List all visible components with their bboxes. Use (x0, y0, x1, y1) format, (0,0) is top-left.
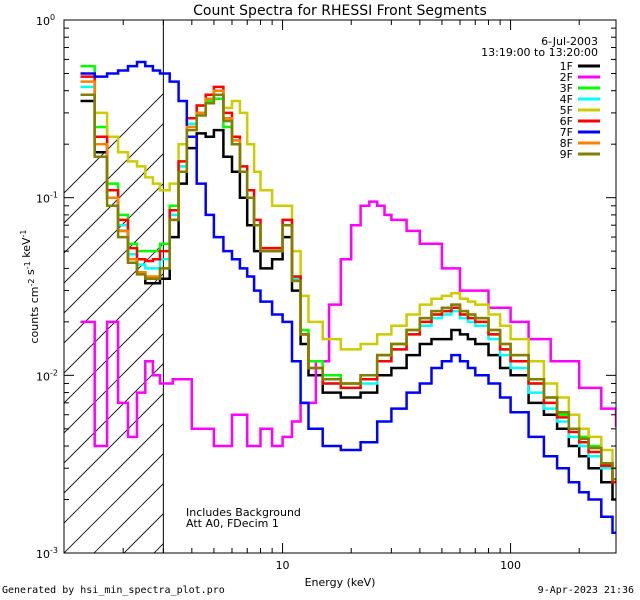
x-tick-label: 100 (500, 559, 521, 572)
legend-label-7F: 7F (560, 126, 573, 139)
y-tick-label: 10-3 (36, 546, 58, 561)
legend-label-1F: 1F (560, 60, 573, 73)
series-layer (80, 60, 616, 535)
legend-label-4F: 4F (560, 93, 573, 106)
y-axis-label-text: counts cm-2 s-1 keV-1 (19, 230, 41, 344)
time-range-label: 13:19:00 to 13:20:00 (481, 46, 598, 59)
series-line-4F (80, 85, 616, 484)
x-axis-label: Energy (keV) (305, 576, 376, 589)
series-line-1F (80, 99, 616, 501)
annotation-background: Includes Background (186, 506, 301, 519)
plot-frame (63, 19, 617, 554)
footer-timestamp: 9-Apr-2023 21:36 (537, 585, 634, 596)
series-line-7F (80, 60, 616, 535)
hatched-region (64, 20, 164, 553)
y-tick-label: 10-1 (36, 191, 58, 206)
chart-title: Count Spectra for RHESSI Front Segments (193, 3, 487, 19)
legend-label-6F: 6F (560, 115, 573, 128)
series-line-5F (80, 93, 616, 470)
y-axis-label: counts cm-2 s-1 keV-1 (19, 230, 41, 344)
legend-label-5F: 5F (560, 104, 573, 117)
date-label: 6-Jul-2003 (541, 35, 598, 48)
legend-label-2F: 2F (560, 71, 573, 84)
axes: 10 100 100 10-1 10-2 10-3 (36, 13, 616, 572)
legend-label-9F: 9F (560, 148, 573, 161)
footer-generated-by: Generated by hsi_min_spectra_plot.pro (2, 585, 225, 596)
series-line-2F (80, 200, 616, 448)
annotation-attenuator: Att A0, FDecim 1 (186, 517, 279, 530)
legend-label-3F: 3F (560, 82, 573, 95)
y-tick-label: 100 (36, 13, 55, 28)
y-tick-label: 10-2 (36, 368, 58, 383)
x-tick-label: 10 (276, 559, 290, 572)
legend-label-8F: 8F (560, 137, 573, 150)
series-line-9F (80, 93, 616, 481)
